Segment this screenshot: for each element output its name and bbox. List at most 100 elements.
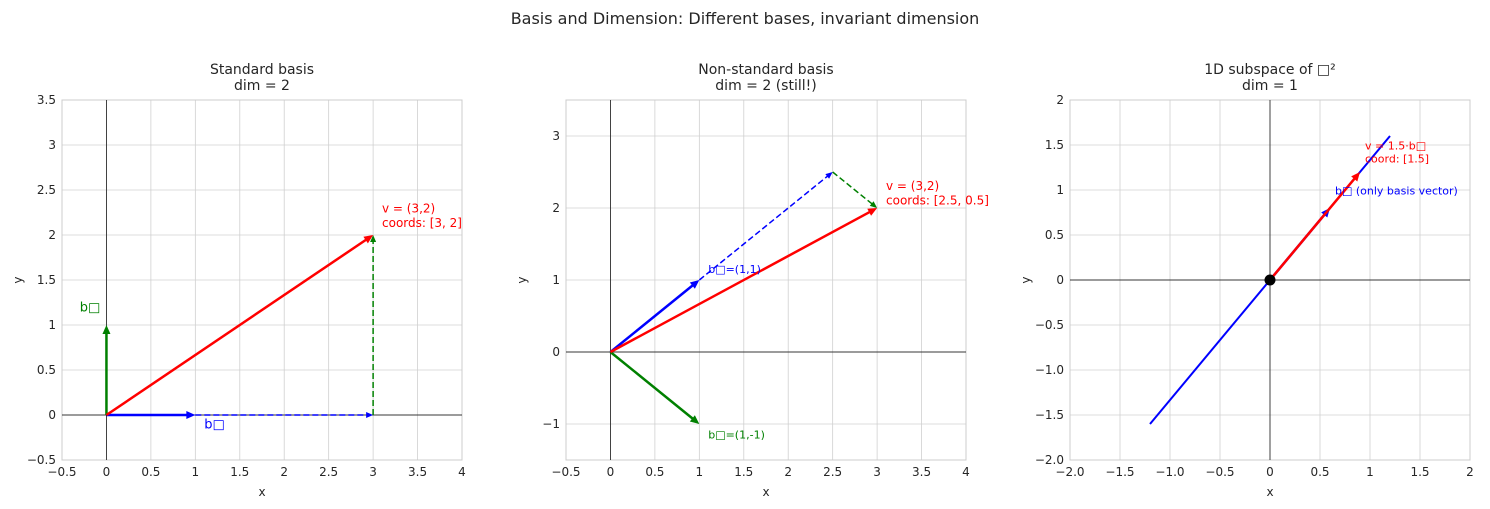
subplot-title: dim = 1 — [1242, 78, 1298, 94]
x-tick-label: 4 — [458, 465, 466, 479]
arrow-head — [867, 208, 878, 216]
arrow-head — [186, 411, 196, 419]
x-tick-label: 3.5 — [408, 465, 427, 479]
vector-line — [609, 351, 696, 422]
subplot-title: dim = 2 — [234, 78, 290, 94]
x-tick-label: 0.5 — [1310, 465, 1329, 479]
x-tick-label: 3.5 — [912, 465, 931, 479]
x-tick-label: −0.5 — [1205, 465, 1234, 479]
annotation-line: b□=(1,-1) — [708, 428, 765, 441]
annotation: b□=(1,-1) — [708, 428, 765, 441]
x-tick-label: 1 — [1366, 465, 1374, 479]
y-tick-label: 3 — [48, 138, 56, 152]
y-tick-label: 0.5 — [37, 363, 56, 377]
annotation-line: b□ — [80, 301, 101, 316]
vector-line — [698, 174, 830, 281]
vector — [370, 235, 377, 415]
vector — [698, 172, 833, 281]
y-tick-label: 0 — [1056, 273, 1064, 287]
annotation-line: b□ — [204, 418, 225, 433]
x-tick-label: 3 — [873, 465, 881, 479]
y-tick-label: 2.5 — [37, 183, 56, 197]
y-tick-label: 2 — [552, 201, 560, 215]
y-tick-label: −2.0 — [1035, 453, 1064, 467]
arrow-head — [1351, 172, 1360, 182]
vector-line — [1269, 175, 1358, 281]
y-tick-label: −1.0 — [1035, 363, 1064, 377]
x-tick-label: 2.5 — [319, 465, 338, 479]
arrow-head — [370, 235, 377, 242]
x-axis-label: x — [762, 485, 769, 499]
y-tick-label: 0.5 — [1045, 228, 1064, 242]
vector — [1269, 172, 1360, 281]
vector — [106, 411, 196, 419]
x-tick-label: −1.5 — [1105, 465, 1134, 479]
vector — [102, 325, 111, 415]
x-tick-label: −0.5 — [47, 465, 76, 479]
subplot-title: Non-standard basis — [698, 62, 833, 78]
arrow-head — [689, 415, 700, 424]
annotation-line: b□=(1,1) — [708, 263, 761, 276]
x-tick-label: 0 — [103, 465, 111, 479]
x-axis-label: x — [258, 485, 265, 499]
y-tick-label: 1 — [552, 273, 560, 287]
y-tick-label: −0.5 — [27, 453, 56, 467]
y-axis-label: y — [515, 276, 529, 283]
annotation-line: b□ (only basis vector) — [1335, 185, 1458, 198]
x-tick-label: 2.5 — [823, 465, 842, 479]
y-tick-label: 1 — [48, 318, 56, 332]
y-tick-label: 3.5 — [37, 93, 56, 107]
x-tick-label: 2 — [280, 465, 288, 479]
x-tick-label: 3 — [369, 465, 377, 479]
annotation: b□ (only basis vector) — [1335, 185, 1458, 198]
subplot-title: dim = 2 (still!) — [715, 78, 816, 94]
vector — [609, 351, 700, 424]
x-tick-label: 0 — [607, 465, 615, 479]
x-tick-label: 0.5 — [141, 465, 160, 479]
vector-line — [105, 236, 370, 417]
y-tick-label: 2 — [1056, 93, 1064, 107]
annotation: v = (3,2) coords: [3, 2] — [382, 202, 462, 230]
annotation-line: v = (3,2) — [382, 202, 435, 216]
x-tick-label: 0.5 — [645, 465, 664, 479]
x-tick-label: −0.5 — [551, 465, 580, 479]
x-axis-label: x — [1266, 485, 1273, 499]
x-tick-label: 1 — [696, 465, 704, 479]
y-tick-label: 0 — [48, 408, 56, 422]
annotation: b□ — [80, 301, 101, 316]
y-tick-label: −1 — [542, 417, 560, 431]
arrow-head — [825, 172, 833, 179]
arrow-head — [102, 325, 111, 334]
x-tick-label: 1.5 — [734, 465, 753, 479]
arrow-head — [363, 235, 374, 244]
arrow-head — [869, 201, 878, 208]
vector — [609, 208, 878, 354]
point — [1264, 274, 1276, 286]
y-tick-label: 1 — [1056, 183, 1064, 197]
x-tick-label: 1.5 — [230, 465, 249, 479]
figure-title: Basis and Dimension: Different bases, in… — [511, 9, 980, 28]
x-tick-label: 0 — [1266, 465, 1274, 479]
vector — [195, 412, 374, 418]
y-tick-label: 1.5 — [37, 273, 56, 287]
arrow-head — [366, 412, 374, 418]
vector-line — [609, 209, 873, 354]
y-axis-label: y — [11, 276, 25, 283]
x-tick-label: 4 — [962, 465, 970, 479]
annotation: b□=(1,1) — [708, 263, 761, 276]
annotation: b□ — [204, 418, 225, 433]
y-tick-label: −0.5 — [1035, 318, 1064, 332]
x-tick-label: 1 — [192, 465, 200, 479]
x-tick-label: −2.0 — [1055, 465, 1084, 479]
y-tick-label: 1.5 — [1045, 138, 1064, 152]
annotation-line: v = 1.5·b□ — [1365, 140, 1426, 153]
y-tick-label: 2 — [48, 228, 56, 242]
annotation-line: coords: [2.5, 0.5] — [886, 193, 989, 207]
subplot-title: Standard basis — [210, 62, 314, 78]
vector — [832, 171, 878, 208]
x-tick-label: −1.0 — [1155, 465, 1184, 479]
subplot-title: 1D subspace of □² — [1204, 62, 1336, 78]
annotation: v = 1.5·b□ coord: [1.5] — [1365, 140, 1429, 166]
x-tick-label: 2 — [784, 465, 792, 479]
vector — [609, 280, 700, 353]
